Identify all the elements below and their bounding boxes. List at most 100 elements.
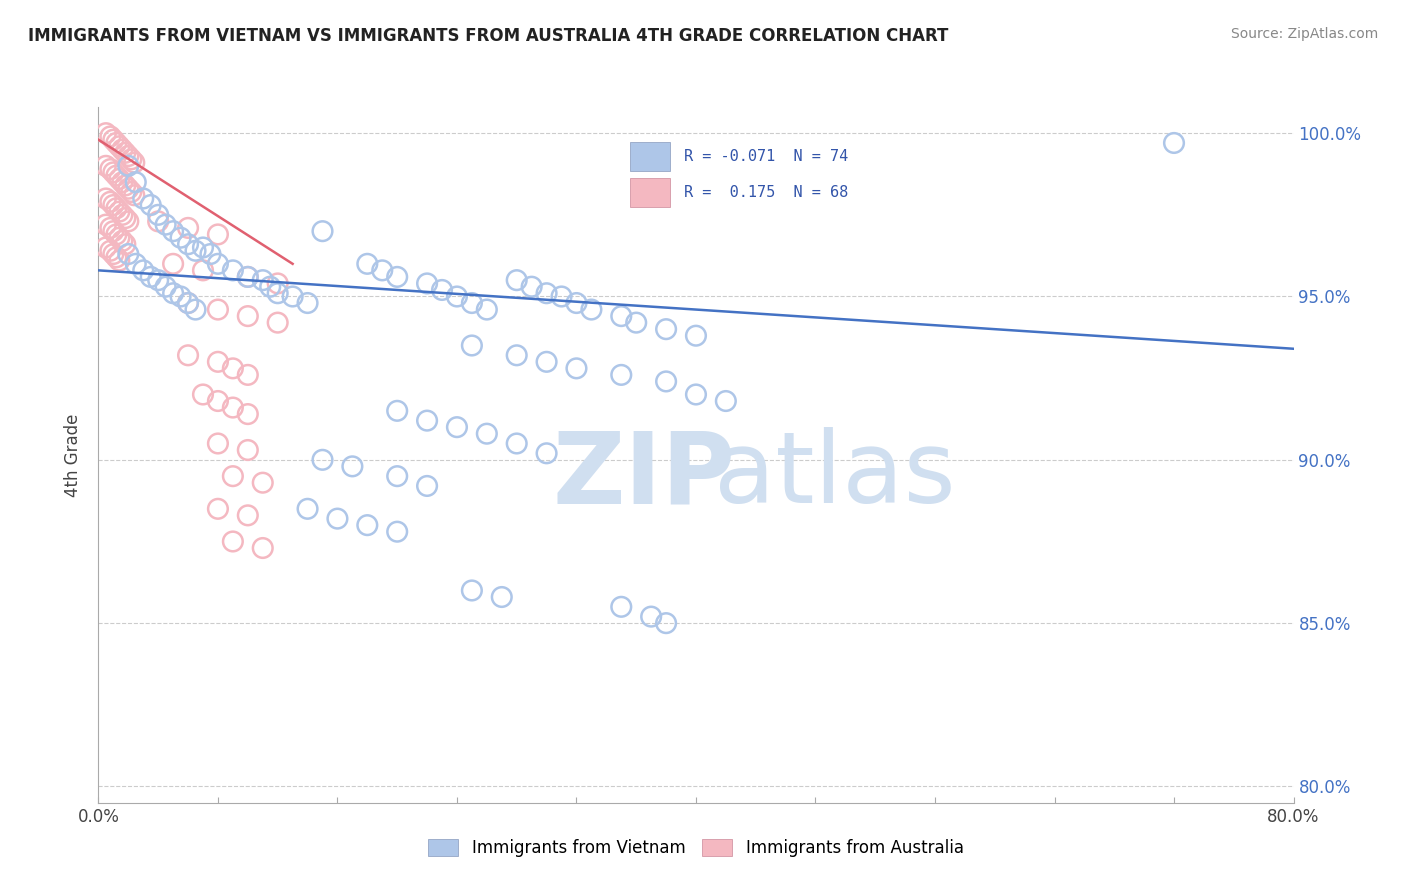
Point	[94, 240, 117, 254]
Point	[103, 165, 125, 179]
Point	[475, 302, 498, 317]
Point	[520, 279, 543, 293]
Point	[139, 269, 162, 284]
Point	[132, 192, 155, 206]
Point	[297, 296, 319, 310]
Point	[610, 599, 633, 614]
Point	[132, 263, 155, 277]
Point	[100, 220, 122, 235]
Point	[191, 387, 214, 401]
Text: IMMIGRANTS FROM VIETNAM VS IMMIGRANTS FROM AUSTRALIA 4TH GRADE CORRELATION CHART: IMMIGRANTS FROM VIETNAM VS IMMIGRANTS FR…	[28, 27, 949, 45]
Point	[236, 368, 259, 382]
Point	[506, 436, 529, 450]
Point	[169, 289, 191, 303]
Point	[177, 237, 200, 252]
Point	[177, 296, 200, 310]
Point	[207, 501, 229, 516]
Point	[222, 401, 245, 415]
Point	[207, 355, 229, 369]
Point	[267, 286, 290, 301]
Point	[100, 129, 122, 144]
Point	[111, 208, 134, 222]
Point	[461, 583, 484, 598]
Point	[177, 348, 200, 362]
Point	[105, 136, 128, 150]
Point	[148, 214, 170, 228]
Point	[267, 316, 290, 330]
Point	[103, 247, 125, 261]
Point	[461, 338, 484, 352]
Point	[385, 404, 409, 418]
Point	[326, 511, 349, 525]
Point	[446, 289, 468, 303]
Point	[94, 159, 117, 173]
Point	[550, 289, 572, 303]
Point	[94, 126, 117, 140]
Point	[184, 302, 207, 317]
Point	[162, 257, 184, 271]
Point	[236, 443, 259, 458]
Point	[103, 224, 125, 238]
Point	[342, 459, 364, 474]
Point	[100, 194, 122, 209]
Point	[100, 162, 122, 177]
Point	[184, 244, 207, 258]
Point	[100, 244, 122, 258]
Point	[94, 218, 117, 232]
Point	[177, 220, 200, 235]
Point	[108, 253, 131, 268]
Point	[114, 145, 136, 160]
Point	[655, 616, 678, 631]
Point	[103, 198, 125, 212]
Point	[506, 348, 529, 362]
Point	[103, 133, 125, 147]
Point	[461, 296, 484, 310]
Point	[120, 185, 142, 199]
Point	[207, 227, 229, 242]
Point	[236, 508, 259, 523]
Point	[565, 361, 588, 376]
Point	[125, 257, 148, 271]
Point	[125, 175, 148, 189]
Point	[416, 414, 439, 428]
Point	[108, 230, 131, 244]
Point	[430, 283, 453, 297]
Point	[207, 302, 229, 317]
Point	[385, 524, 409, 539]
Point	[191, 263, 214, 277]
Point	[155, 279, 177, 293]
Point	[117, 159, 139, 173]
Point	[207, 394, 229, 409]
Point	[385, 469, 409, 483]
Point	[108, 204, 131, 219]
Point	[207, 257, 229, 271]
Point	[155, 218, 177, 232]
Point	[105, 250, 128, 264]
Point	[207, 436, 229, 450]
Legend: Immigrants from Vietnam, Immigrants from Australia: Immigrants from Vietnam, Immigrants from…	[422, 832, 970, 864]
Point	[120, 153, 142, 167]
Point	[111, 175, 134, 189]
Point	[94, 192, 117, 206]
Point	[117, 214, 139, 228]
Point	[177, 296, 200, 310]
Point	[111, 143, 134, 157]
Point	[222, 534, 245, 549]
Point	[536, 286, 558, 301]
Point	[1163, 136, 1185, 150]
Point	[162, 224, 184, 238]
Point	[169, 230, 191, 244]
Point	[259, 279, 281, 293]
Point	[108, 172, 131, 186]
Point	[191, 240, 214, 254]
Point	[297, 501, 319, 516]
Point	[114, 178, 136, 193]
Point	[117, 182, 139, 196]
Point	[252, 273, 274, 287]
Point	[200, 247, 222, 261]
Point	[117, 149, 139, 163]
Point	[610, 309, 633, 323]
Point	[148, 273, 170, 287]
Point	[536, 355, 558, 369]
Point	[536, 446, 558, 460]
